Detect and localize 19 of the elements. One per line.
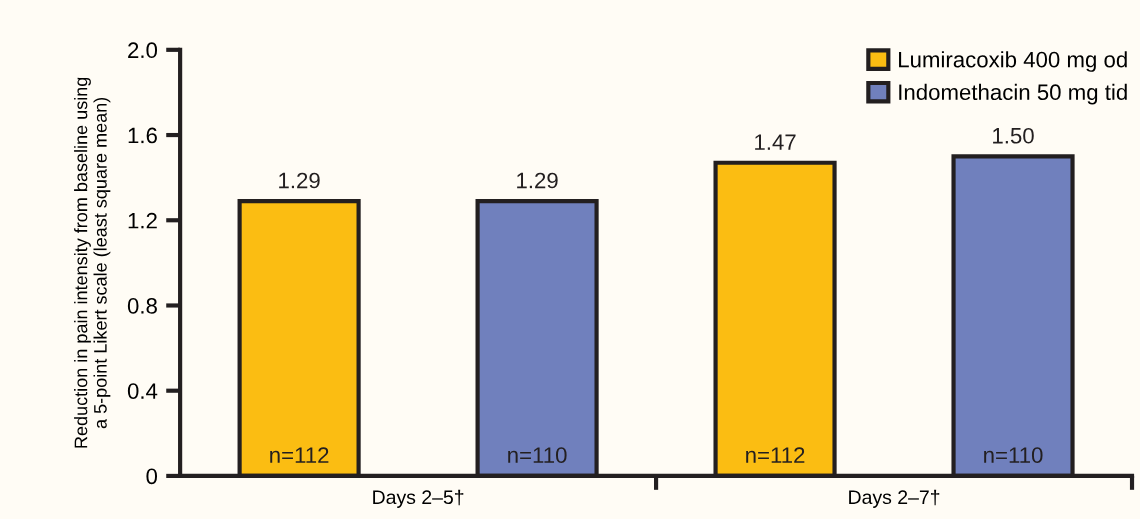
- data-label: 1.29: [279, 172, 320, 189]
- annotation: n=110: [984, 447, 1043, 464]
- y-tick-label: 1.6: [128, 127, 157, 144]
- y-tick-label: 0: [146, 468, 158, 485]
- annotation: n=112: [746, 447, 805, 463]
- annotation: n=110: [508, 447, 567, 464]
- data-label: 1.29: [517, 172, 558, 189]
- legend-label: Lumiracoxib 400 mg od: [899, 51, 1127, 72]
- data-label: 1.50: [993, 127, 1034, 144]
- y-tick-label: 1.2: [128, 212, 157, 229]
- x-tick-label: Days 2–5†: [373, 489, 464, 508]
- y-tick-label: 0.8: [127, 298, 157, 314]
- legend-label: Indomethacin 50 mg tid: [899, 83, 1127, 105]
- y-axis-title: Reduction in pain intensity from baseline using a 5-point Likert scale (least square mean): [74, 77, 111, 448]
- data-label: 1.47: [755, 134, 796, 150]
- x-tick-label: Days 2–7†: [849, 489, 940, 508]
- y-tick-label: 2.0: [128, 42, 158, 59]
- annotation: n=112: [270, 447, 329, 463]
- y-tick-label: 0.4: [127, 383, 158, 399]
